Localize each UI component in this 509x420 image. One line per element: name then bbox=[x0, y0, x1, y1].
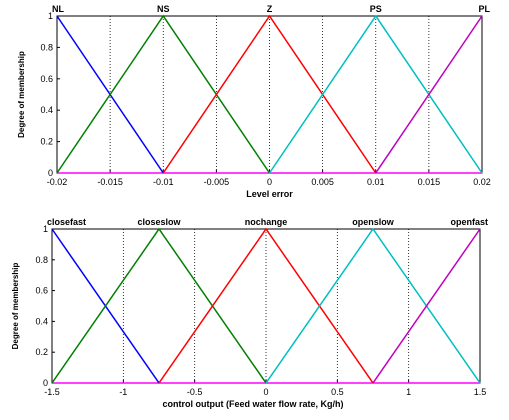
y-tick-label: 0.8 bbox=[35, 255, 48, 265]
chart-1: -0.02 -0.015 -0.01 -0.005 0 0.005 0.01 0.015 0.0… bbox=[17, 4, 491, 199]
x-tick-label: 0.005 bbox=[311, 177, 334, 187]
y-tick-label: 0.2 bbox=[35, 347, 48, 357]
series-line-nochange bbox=[158, 227, 374, 384]
series-label-ns: NS bbox=[157, 4, 170, 14]
series-line-openslow bbox=[265, 227, 481, 384]
series-line-closeslow bbox=[51, 227, 267, 384]
series-label-ps: PS bbox=[370, 4, 382, 14]
series-label-closeslow: closeslow bbox=[137, 217, 181, 227]
x-tick-label: 0.5 bbox=[331, 387, 344, 397]
x-axis-label: Level error bbox=[246, 189, 293, 199]
series-label-z: Z bbox=[267, 4, 273, 14]
series-line-ns bbox=[56, 14, 271, 174]
y-tick-label: 0.4 bbox=[35, 316, 48, 326]
x-tick-label: -0.005 bbox=[204, 177, 230, 187]
y-axis-label: Degree of membership bbox=[11, 263, 20, 350]
x-tick-label: 0.02 bbox=[473, 177, 491, 187]
series-label-openslow: openslow bbox=[352, 217, 395, 227]
x-tick-label: -0.01 bbox=[153, 177, 174, 187]
x-tick-label: 1 bbox=[406, 387, 411, 397]
series-line-pl bbox=[375, 15, 483, 174]
series-label-openfast: openfast bbox=[450, 217, 488, 227]
x-tick-label: 0.015 bbox=[418, 177, 441, 187]
chart-2: -1.5 -1 -0.5 0 0.5 1 1.500.20.40.60.81closefas… bbox=[11, 217, 488, 409]
series-label-closefast: closefast bbox=[47, 217, 86, 227]
y-tick-label: 0.8 bbox=[40, 42, 53, 52]
x-tick-label: -0.02 bbox=[47, 177, 68, 187]
series-label-nl: NL bbox=[52, 4, 64, 14]
y-tick-label: 0.6 bbox=[35, 286, 48, 296]
series-line-ps bbox=[268, 14, 483, 174]
y-tick-label: 0 bbox=[43, 378, 48, 388]
x-axis-label: control output (Feed water flow rate, Kg… bbox=[163, 399, 344, 409]
x-tick-label: 0 bbox=[267, 177, 272, 187]
x-tick-label: -0.015 bbox=[97, 177, 123, 187]
x-tick-label: -1.5 bbox=[44, 387, 60, 397]
x-tick-label: -1 bbox=[119, 387, 127, 397]
series-line-openfast bbox=[372, 228, 481, 384]
y-tick-label: 1 bbox=[48, 11, 53, 21]
y-tick-label: 0.6 bbox=[40, 74, 53, 84]
x-tick-label: 0 bbox=[263, 387, 268, 397]
y-tick-label: 1 bbox=[43, 224, 48, 234]
y-axis-label: Degree of membership bbox=[17, 51, 26, 138]
series-label-nochange: nochange bbox=[245, 217, 288, 227]
plot-frame bbox=[51, 228, 481, 384]
x-tick-label: 1.5 bbox=[474, 387, 487, 397]
series-line-z bbox=[162, 14, 377, 174]
x-tick-label: 0.01 bbox=[367, 177, 385, 187]
y-tick-label: 0.2 bbox=[40, 137, 53, 147]
y-tick-label: 0.4 bbox=[40, 105, 53, 115]
series-label-pl: PL bbox=[478, 4, 490, 14]
y-tick-label: 0 bbox=[48, 168, 53, 178]
x-tick-label: -0.5 bbox=[187, 387, 203, 397]
